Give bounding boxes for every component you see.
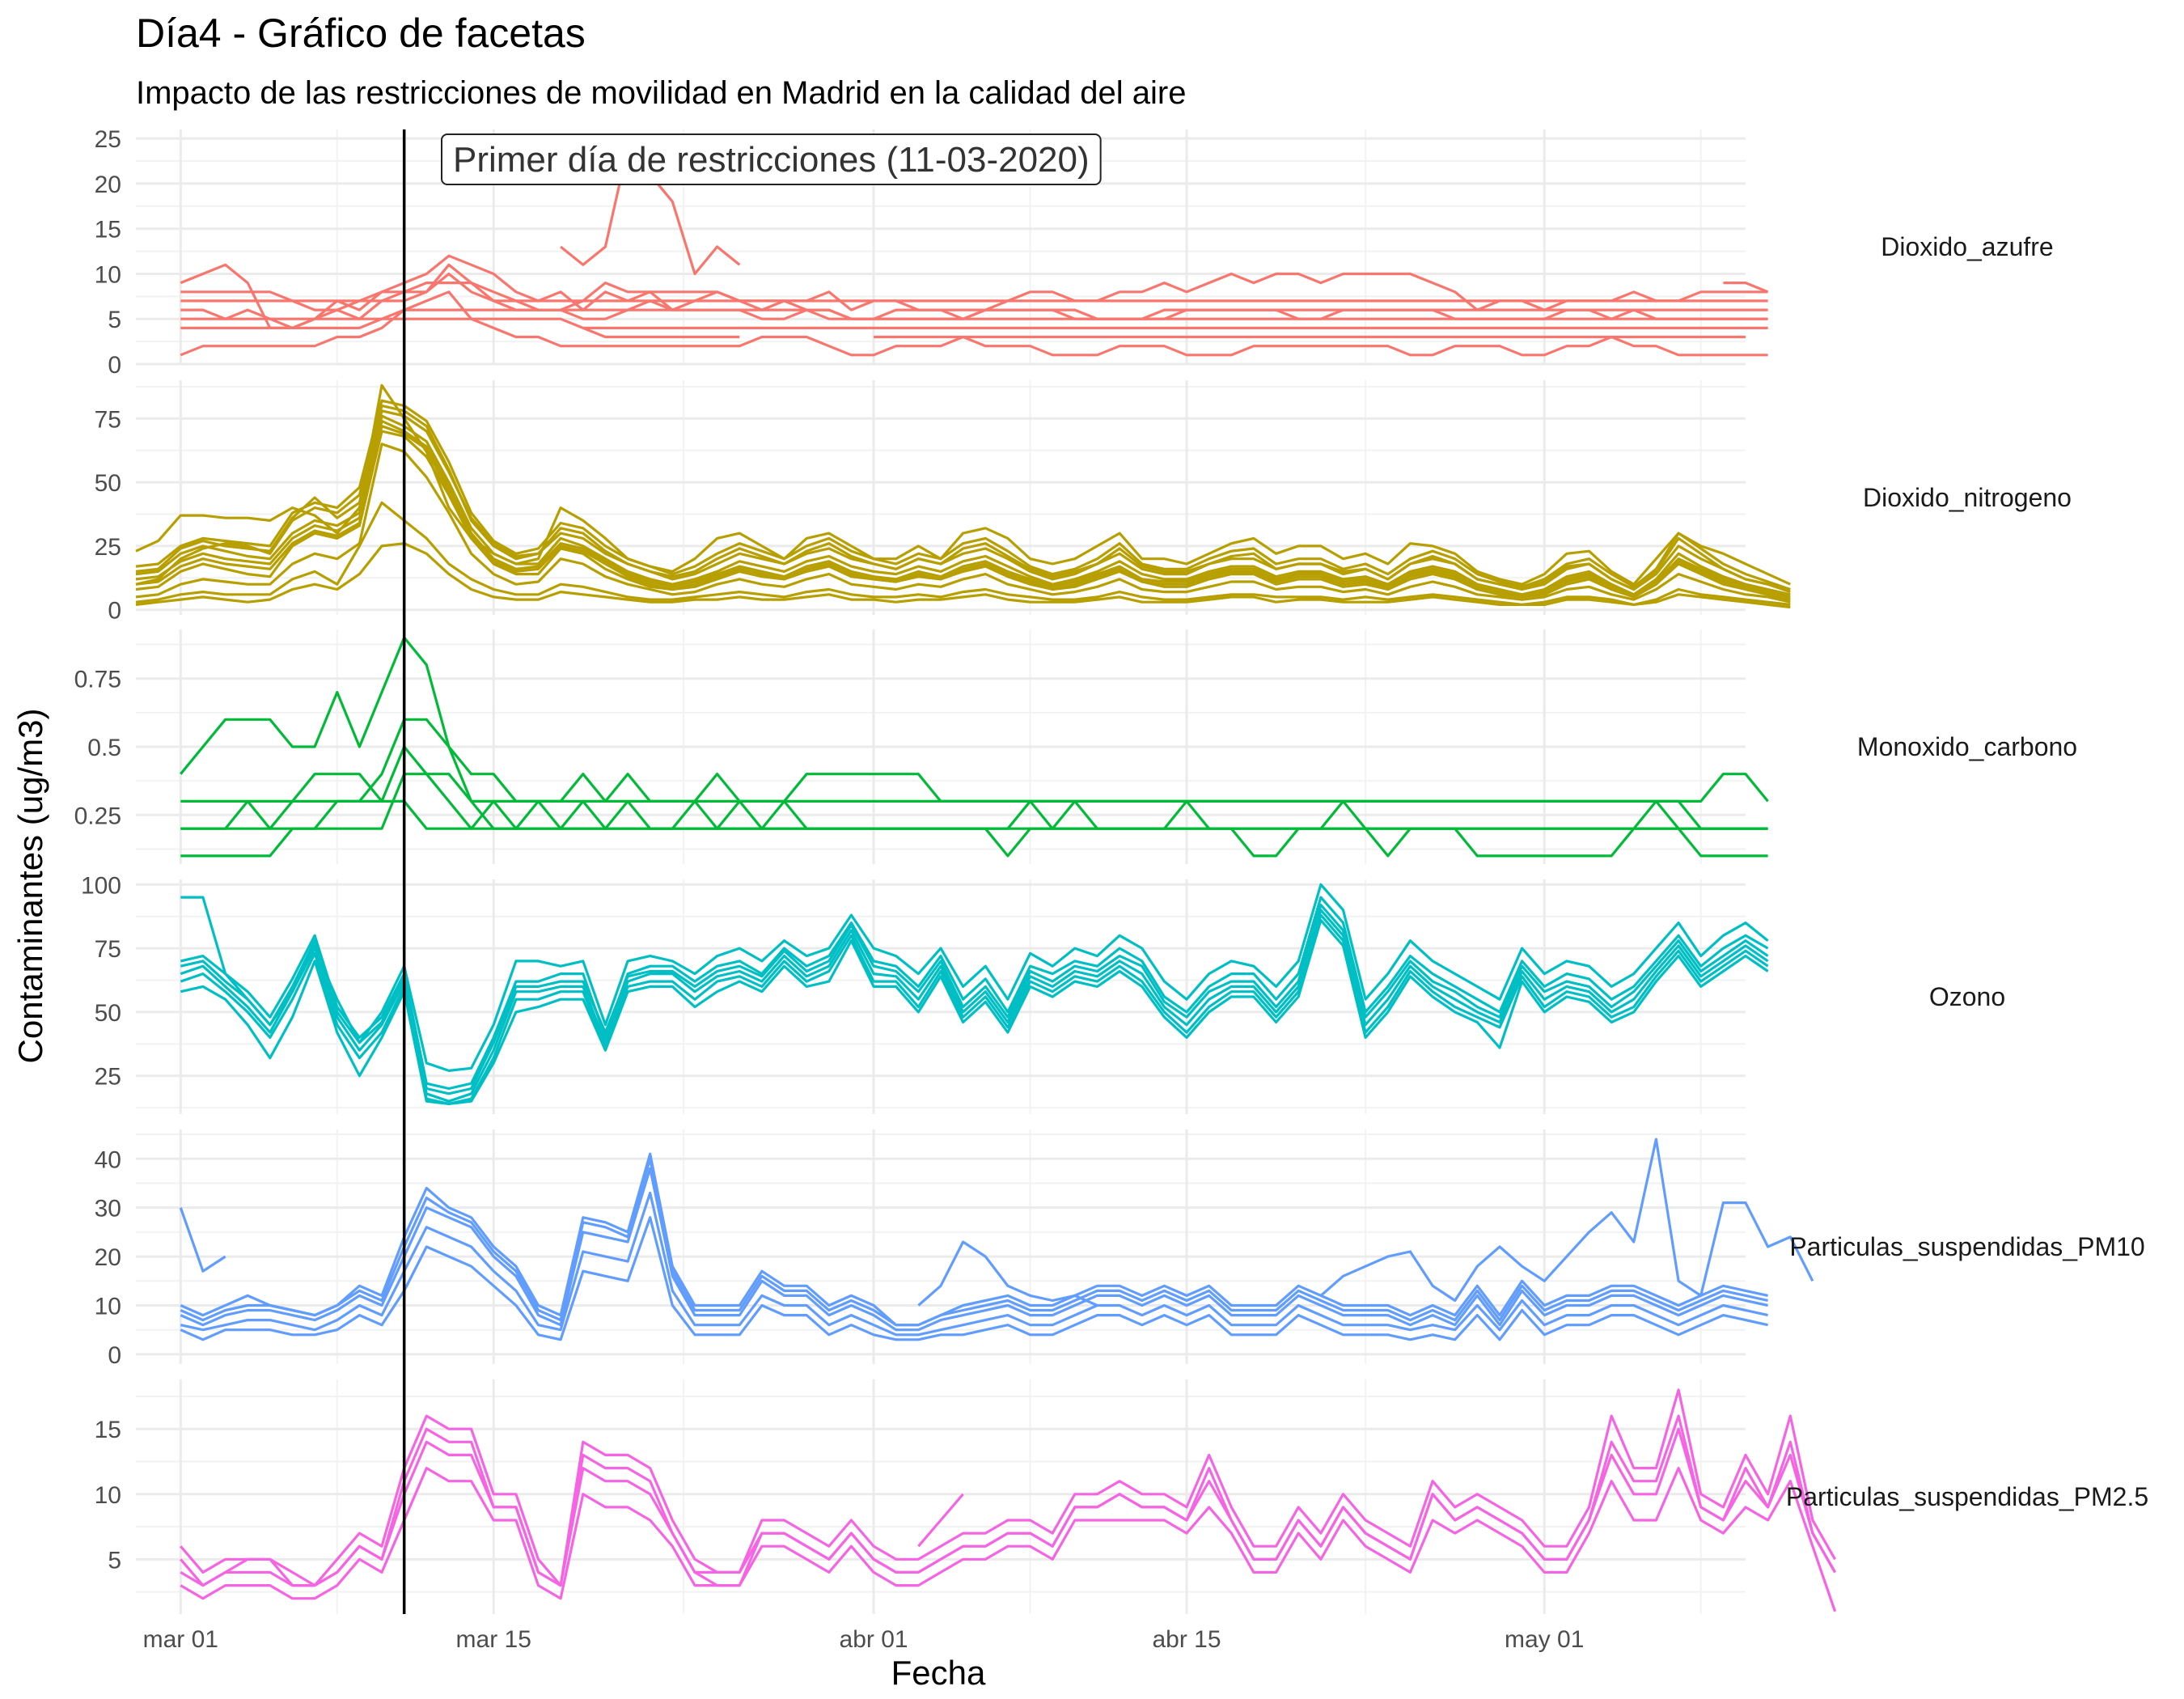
series-line-1-0: [135, 383, 1791, 586]
facet-strip-label: Dioxido_azufre: [1881, 232, 2053, 261]
facet-strip-label: Particulas_suspendidas_PM2.5: [1786, 1482, 2148, 1511]
series-line-1-10: [135, 425, 1791, 601]
y-tick-label: 0: [108, 1342, 121, 1369]
series-line-1-8: [135, 419, 1791, 599]
y-tick-label: 20: [95, 172, 121, 198]
facet-strip-label: Dioxido_nitrogeno: [1863, 483, 2072, 512]
x-axis-title: Fecha: [891, 1654, 986, 1692]
chart-title: Día4 - Gráfico de facetas: [136, 11, 586, 56]
y-tick-label: 20: [95, 1244, 121, 1271]
series-line-0-5: [180, 272, 1768, 303]
y-tick-label: 0.5: [87, 735, 121, 761]
series-line-1-5: [135, 443, 1791, 604]
x-tick-label: mar 01: [143, 1626, 218, 1653]
annotation-label: Primer día de restricciones (11-03-2020): [453, 140, 1090, 180]
series-line-2-4: [180, 773, 1768, 830]
facet-strip-label: Particulas_suspendidas_PM10: [1789, 1232, 2144, 1261]
series-line-2-3: [180, 799, 1768, 858]
x-axis: mar 01 mar 15 abr 01 abr 15 may 01: [143, 1626, 1585, 1653]
y-tick-label: 40: [95, 1146, 121, 1173]
x-tick-label: abr 01: [840, 1626, 908, 1653]
x-tick-label: may 01: [1505, 1626, 1584, 1653]
y-tick-label: 30: [95, 1196, 121, 1222]
series-line-0-10: [1723, 282, 1769, 294]
series-line-4-1: [180, 1152, 1768, 1327]
y-tick-label: 100: [81, 872, 121, 899]
y-tick-label: 75: [95, 936, 121, 963]
x-tick-label: abr 15: [1152, 1626, 1221, 1653]
y-tick-label: 10: [95, 1294, 121, 1320]
series-line-3-2: [180, 909, 1769, 1103]
y-tick-label: 0.25: [74, 803, 121, 829]
y-tick-label: 15: [95, 217, 121, 244]
series-line-0-6: [180, 282, 1768, 320]
series-line-3-4: [180, 918, 1769, 1106]
series-line-1-7: [135, 542, 1791, 609]
series-line-3-1: [180, 896, 1769, 1091]
y-tick-label: 10: [95, 1482, 121, 1509]
y-tick-label: 50: [95, 470, 121, 497]
y-tick-label: 50: [95, 1000, 121, 1027]
series-line-5-0: [180, 1388, 1836, 1587]
series-line-0-2: [180, 290, 1768, 357]
series-line-1-4: [135, 399, 1791, 591]
facet-panel-3: 25 50 75 100 Ozono: [81, 872, 2005, 1114]
y-tick-label: 25: [95, 126, 121, 153]
series-line-0-4: [180, 308, 1768, 320]
y-tick-label: 25: [95, 1064, 121, 1091]
facet-strip-label: Ozono: [1929, 982, 2005, 1011]
y-tick-label: 0.75: [74, 667, 121, 693]
facet-panels: 0510152025Dioxido_azufre0255075Dioxido_n…: [74, 126, 2148, 1614]
series-line-4-6: [1319, 1138, 1814, 1303]
y-tick-label: 5: [108, 1547, 121, 1574]
series-line-4-3: [180, 1191, 1768, 1337]
y-tick-label: 75: [95, 406, 121, 433]
y-tick-label: 25: [95, 534, 121, 561]
y-tick-label: 10: [95, 261, 121, 288]
series-line-5-2: [180, 1466, 1837, 1612]
y-tick-label: 15: [95, 1417, 121, 1443]
x-tick-label: mar 15: [456, 1626, 531, 1653]
y-tick-label: 0: [108, 598, 121, 625]
series-line-4-5: [180, 1157, 1768, 1327]
facet-panel-2: 0.25 0.5 0.75 Monoxido_carbono: [74, 629, 2077, 864]
series-line-4-2: [180, 1167, 1768, 1332]
chart-subtitle: Impacto de las restricciones de movilida…: [136, 75, 1186, 111]
annotation-layer: Primer día de restricciones (11-03-2020): [402, 129, 1102, 1614]
series-line-4-7: [917, 1240, 1098, 1307]
annotation-box: [441, 133, 1102, 185]
series-line-4-4: [180, 1216, 1768, 1341]
series-line-5-4: [917, 1493, 964, 1548]
series-line-0-3: [180, 317, 1768, 329]
series-line-4-0: [179, 1207, 226, 1273]
y-axis-title: Contaminantes (ug/m3): [11, 709, 49, 1064]
series-line-1-9: [135, 409, 1791, 594]
y-tick-label: 5: [108, 307, 121, 333]
y-tick-label: 0: [108, 352, 121, 379]
series-line-3-5: [180, 903, 1769, 1095]
series-line-0-8: [582, 326, 740, 339]
series-line-3-0: [180, 883, 1769, 1073]
series-line-5-3: [180, 1414, 1836, 1587]
facet-strip-label: Monoxido_carbono: [1857, 732, 2077, 761]
